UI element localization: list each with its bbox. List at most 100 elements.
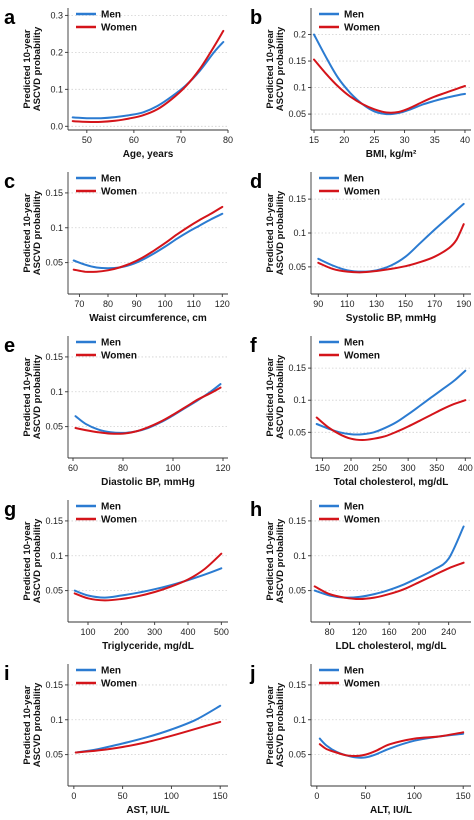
legend-label-men: Men <box>344 174 364 185</box>
y-tick-label: 0.05 <box>288 109 306 119</box>
y-tick-label: 0.05 <box>288 427 306 437</box>
y-tick-label: 0.15 <box>45 680 63 690</box>
panel-d: d 0.05 0.1 0.15 90 110 130 150 170 190 Systolic BP… <box>250 171 471 324</box>
x-tick-label: 240 <box>441 627 456 637</box>
legend-label-men: Men <box>101 10 121 21</box>
x-tick-label: 50 <box>82 135 92 145</box>
y-axis-label: Predicted 10-year <box>22 685 33 765</box>
y-tick-label: 0.15 <box>288 680 306 690</box>
x-axis-label: Waist circumference, cm <box>89 313 207 324</box>
y-tick-label: 0.15 <box>45 352 63 362</box>
y-tick-label: 0.1 <box>50 84 63 94</box>
x-tick-label: 35 <box>430 135 440 145</box>
panel-label: i <box>4 663 10 685</box>
x-tick-label: 120 <box>352 627 367 637</box>
y-tick-label: 0.3 <box>50 10 63 20</box>
x-tick-label: 250 <box>372 463 387 473</box>
x-tick-label: 0 <box>71 791 76 801</box>
series-line-women <box>71 29 225 124</box>
y-tick-label: 0.2 <box>50 47 63 57</box>
legend-label-women: Women <box>344 679 380 690</box>
legend-label-men: Men <box>101 502 121 513</box>
y-tick-label: 0.2 <box>293 30 306 40</box>
x-tick-label: 50 <box>118 791 128 801</box>
series-line-men <box>72 212 224 270</box>
legend-label-men: Men <box>344 666 364 677</box>
legend-label-women: Women <box>101 187 137 198</box>
x-tick-label: 60 <box>68 463 78 473</box>
x-tick-label: 200 <box>343 463 358 473</box>
y-tick-label: 0.05 <box>45 422 63 432</box>
series-line-women <box>313 58 466 114</box>
x-tick-label: 400 <box>180 627 195 637</box>
panel-c: c 0.05 0.1 0.15 70 80 90 100 110 120 Waist circumf… <box>4 171 230 324</box>
legend-label-men: Men <box>344 10 364 21</box>
x-tick-label: 100 <box>407 791 422 801</box>
x-axis-label: Total cholesterol, mg/dL <box>334 477 449 488</box>
y-axis-label: Predicted 10-year <box>22 193 33 273</box>
legend-label-women: Women <box>344 515 380 526</box>
x-tick-label: 90 <box>132 299 142 309</box>
legend-label-women: Women <box>344 187 380 198</box>
x-axis-label: ALT, IU/L <box>370 805 412 816</box>
y-tick-label: 0.15 <box>288 363 306 373</box>
series-line-women <box>315 399 467 442</box>
panel-label: d <box>250 171 262 193</box>
x-tick-label: 80 <box>223 135 233 145</box>
x-axis-label: Diastolic BP, mmHg <box>101 477 195 488</box>
x-tick-label: 120 <box>215 299 230 309</box>
series-line-women <box>74 720 222 754</box>
y-tick-label: 0.1 <box>50 715 63 725</box>
x-tick-label: 300 <box>401 463 416 473</box>
legend-label-women: Women <box>344 23 380 34</box>
y-tick-label: 0.15 <box>45 516 63 526</box>
y-axis-label: Predicted 10-year <box>265 521 276 601</box>
x-tick-label: 80 <box>118 463 128 473</box>
series-line-women <box>72 205 224 273</box>
series-line-men <box>313 525 465 599</box>
y-tick-label: 0.1 <box>293 715 306 725</box>
x-tick-label: 100 <box>158 299 173 309</box>
panel-label: j <box>249 663 256 685</box>
x-tick-label: 60 <box>129 135 139 145</box>
x-tick-label: 100 <box>80 627 95 637</box>
legend-label-men: Men <box>101 174 121 185</box>
y-tick-label: 0.0 <box>50 121 63 131</box>
y-tick-label: 0.1 <box>50 551 63 561</box>
y-axis-label: ASCVD probability <box>32 190 43 275</box>
series-line-men <box>313 33 466 116</box>
y-tick-label: 0.15 <box>45 188 63 198</box>
x-tick-label: 90 <box>313 299 323 309</box>
x-tick-label: 15 <box>309 135 319 145</box>
x-tick-label: 0 <box>314 791 319 801</box>
legend-label-women: Women <box>101 23 137 34</box>
y-tick-label: 0.1 <box>293 83 306 93</box>
panel-label: h <box>250 499 262 521</box>
x-tick-label: 120 <box>215 463 230 473</box>
x-tick-label: 300 <box>147 627 162 637</box>
x-tick-label: 25 <box>369 135 379 145</box>
x-axis-label: AST, IU/L <box>126 805 169 816</box>
panel-label: e <box>4 335 15 357</box>
panel-h: h 0.05 0.1 0.15 80 120 160 200 240 LDL cholestero… <box>250 499 471 652</box>
x-tick-label: 500 <box>214 627 229 637</box>
series-line-men <box>73 567 223 599</box>
legend-label-men: Men <box>101 338 121 349</box>
y-tick-label: 0.1 <box>293 228 306 238</box>
x-tick-label: 400 <box>458 463 473 473</box>
x-tick-label: 70 <box>176 135 186 145</box>
y-tick-label: 0.15 <box>288 516 306 526</box>
panel-e: e 0.05 0.1 0.15 60 80 100 120 Diastolic BP, mmHg… <box>4 335 231 488</box>
series-line-women <box>313 561 465 601</box>
panel-label: a <box>4 7 16 29</box>
panel-b: b 0.05 0.1 0.15 0.2 15 20 25 30 35 40 BMI, kg/m² Pre… <box>250 7 471 160</box>
x-axis-label: LDL cholesterol, mg/dL <box>336 641 447 652</box>
y-tick-label: 0.05 <box>45 586 63 596</box>
legend-label-men: Men <box>101 666 121 677</box>
x-tick-label: 150 <box>315 463 330 473</box>
y-tick-label: 0.1 <box>50 223 63 233</box>
panel-label: g <box>4 499 16 521</box>
x-tick-label: 160 <box>382 627 397 637</box>
x-axis-label: Triglyceride, mg/dL <box>102 641 194 652</box>
